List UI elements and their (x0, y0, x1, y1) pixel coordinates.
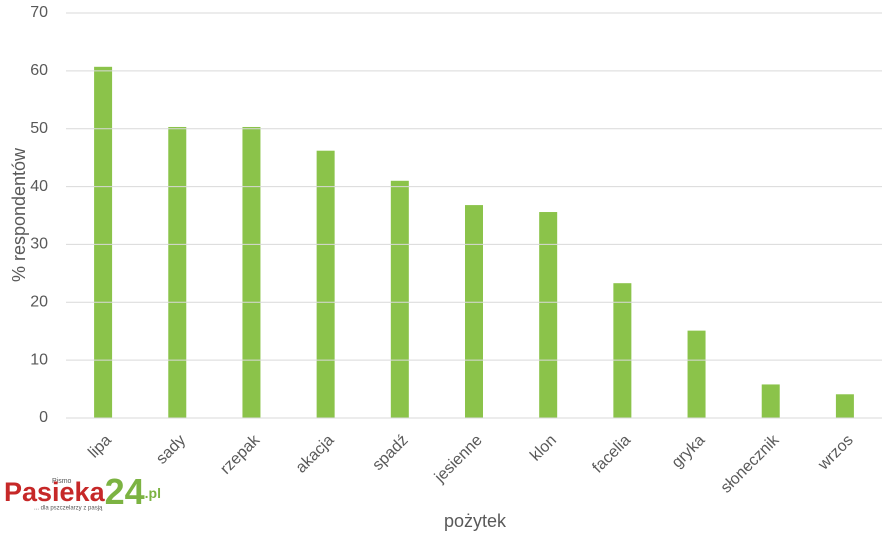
logo-small: Pismo (52, 478, 72, 485)
x-tick-label: gryka (669, 432, 709, 472)
x-tick-label: lipa (85, 432, 115, 462)
bar (168, 126, 187, 418)
y-tick-label: 40 (30, 178, 48, 195)
x-tick-label: słonecznik (718, 431, 784, 497)
x-tick-label: akacja (293, 432, 338, 477)
bar (242, 126, 261, 418)
bar (761, 384, 780, 418)
x-tick-label: rzepak (217, 431, 264, 478)
y-tick-label: 50 (30, 120, 48, 137)
bar (94, 66, 113, 419)
bar (613, 283, 632, 418)
y-tick-label: 30 (30, 236, 48, 253)
y-tick-label: 20 (30, 294, 48, 311)
bar (316, 150, 335, 418)
x-axis-label: pożytek (444, 511, 507, 531)
y-axis-label: % respondentów (9, 147, 29, 282)
x-tick-label: jesienne (431, 432, 486, 487)
bar (539, 212, 558, 418)
x-tick-label: wrzos (814, 432, 856, 474)
bar (465, 205, 483, 418)
logo-name-text: Pasieka (4, 477, 106, 507)
y-tick-label: 60 (30, 62, 48, 79)
logo-number: 24 (105, 471, 145, 512)
bar (835, 394, 854, 418)
y-tick-label: 10 (30, 351, 48, 368)
x-tick-label: facelia (589, 432, 634, 477)
logo-tagline: ... dla pszczelarzy z pasją (34, 506, 103, 512)
bar (390, 180, 409, 418)
bar (687, 330, 706, 418)
x-tick-label: spadź (369, 432, 411, 474)
x-tick-label: klon (527, 432, 560, 465)
x-tick-label: sady (153, 432, 189, 468)
y-tick-label: 0 (39, 409, 48, 426)
y-tick-label: 70 (30, 4, 48, 21)
logo-domain: .pl (145, 485, 161, 501)
logo-name: Pasieka24.pl (4, 471, 161, 512)
logo: Pismo Pasieka24.pl ... dla pszczelarzy z… (4, 471, 161, 512)
